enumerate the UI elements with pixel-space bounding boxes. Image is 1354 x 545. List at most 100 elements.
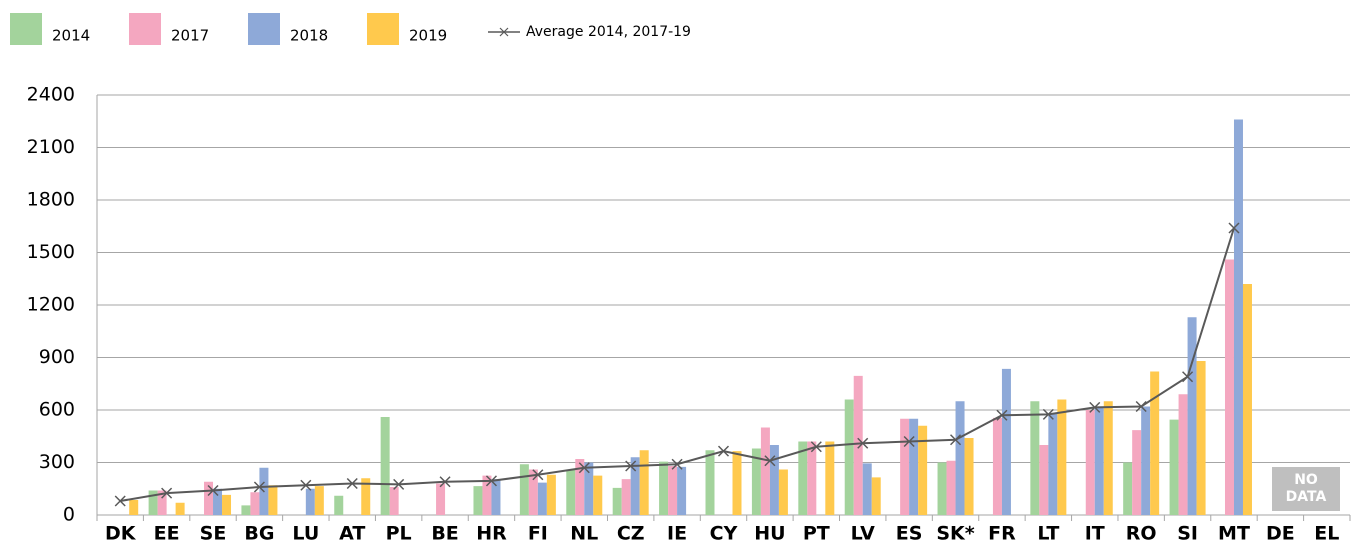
bar — [436, 483, 446, 515]
bar — [566, 469, 576, 515]
x-tick-label: EE — [154, 523, 180, 545]
line-marker — [161, 487, 173, 499]
bar — [918, 425, 928, 515]
legend-swatch — [129, 13, 161, 45]
bar — [361, 478, 371, 515]
bar — [1169, 419, 1179, 515]
line-marker — [393, 478, 405, 490]
legend-label: 2017 — [171, 27, 209, 45]
bar — [482, 475, 492, 515]
y-tick-label: 1200 — [27, 294, 75, 316]
bar — [575, 459, 585, 515]
bar — [380, 417, 390, 515]
bar — [825, 441, 835, 515]
bar — [1150, 371, 1160, 515]
x-tick-label: DE — [1266, 523, 1295, 545]
bar — [612, 487, 622, 515]
y-tick-label: 2400 — [27, 84, 75, 106]
line-marker — [671, 458, 683, 470]
legend-swatch — [367, 13, 399, 45]
line-marker — [810, 441, 822, 453]
bar — [798, 441, 808, 515]
line-marker — [717, 445, 730, 457]
bar — [157, 490, 167, 515]
bar — [129, 499, 139, 515]
bar — [1178, 394, 1188, 515]
bar — [1141, 406, 1151, 515]
line-marker — [439, 476, 451, 488]
bar — [1196, 361, 1206, 515]
bar — [769, 445, 779, 515]
legend-swatch — [248, 13, 280, 45]
bar — [222, 494, 232, 515]
bar — [900, 418, 910, 515]
line-marker — [532, 469, 544, 481]
bar — [314, 486, 324, 515]
line-marker — [1089, 401, 1101, 413]
bar — [677, 466, 687, 515]
line-marker — [625, 460, 637, 472]
y-tick-label: 600 — [39, 399, 75, 421]
bar — [213, 488, 223, 515]
x-tick-label: NL — [570, 523, 598, 545]
bar — [1048, 413, 1058, 515]
line-marker — [253, 481, 265, 493]
bar — [537, 482, 547, 515]
x-tick-label: LU — [292, 523, 319, 545]
x-tick-label: IT — [1085, 523, 1105, 545]
x-tick-label: BG — [244, 523, 274, 545]
legend-label: 2014 — [52, 27, 90, 45]
line-marker — [1135, 400, 1147, 413]
bar — [584, 462, 594, 515]
bar — [1094, 406, 1104, 515]
y-tick-label: 2100 — [27, 136, 75, 158]
bar — [964, 438, 974, 515]
bar — [204, 481, 214, 515]
line-marker — [578, 462, 590, 474]
bar — [250, 492, 260, 515]
bar — [659, 461, 669, 515]
bar — [621, 479, 631, 515]
bar — [1132, 430, 1142, 515]
bar — [241, 505, 251, 515]
legend-marker — [499, 27, 509, 37]
legend-label: 2019 — [409, 27, 447, 45]
x-tick-label: FR — [988, 523, 1016, 545]
bar — [871, 477, 881, 515]
bar — [1103, 401, 1113, 515]
bar — [668, 466, 678, 515]
x-tick-label: CZ — [617, 523, 645, 545]
line-marker — [857, 437, 869, 449]
x-tick-label: EL — [1314, 523, 1339, 545]
bar — [268, 485, 278, 515]
y-tick-label: 1500 — [27, 241, 75, 263]
bar — [1242, 284, 1252, 515]
x-tick-label: AT — [339, 523, 365, 545]
bar — [1085, 410, 1095, 515]
x-tick-label: LT — [1037, 523, 1059, 545]
line-marker — [346, 477, 358, 490]
bar — [528, 469, 538, 515]
bar — [955, 401, 965, 515]
line-marker — [1042, 408, 1054, 420]
x-tick-label: LV — [851, 523, 875, 545]
bar — [148, 490, 158, 515]
bar — [937, 462, 947, 515]
bar — [992, 417, 1002, 515]
bar — [862, 463, 872, 515]
x-tick-label: BE — [431, 523, 458, 545]
bar — [1057, 399, 1067, 515]
bar — [519, 464, 529, 515]
x-tick-label: MT — [1218, 523, 1250, 545]
legend-swatch — [10, 13, 42, 45]
bar — [778, 469, 788, 515]
y-tick-label: 1800 — [27, 189, 75, 211]
line-marker — [764, 455, 776, 467]
y-tick-label: 300 — [39, 451, 75, 473]
y-tick-label: 0 — [63, 504, 75, 526]
bar — [1030, 401, 1040, 515]
bar — [1233, 119, 1243, 515]
line-marker — [1182, 371, 1194, 383]
x-tick-label: PL — [386, 523, 412, 545]
